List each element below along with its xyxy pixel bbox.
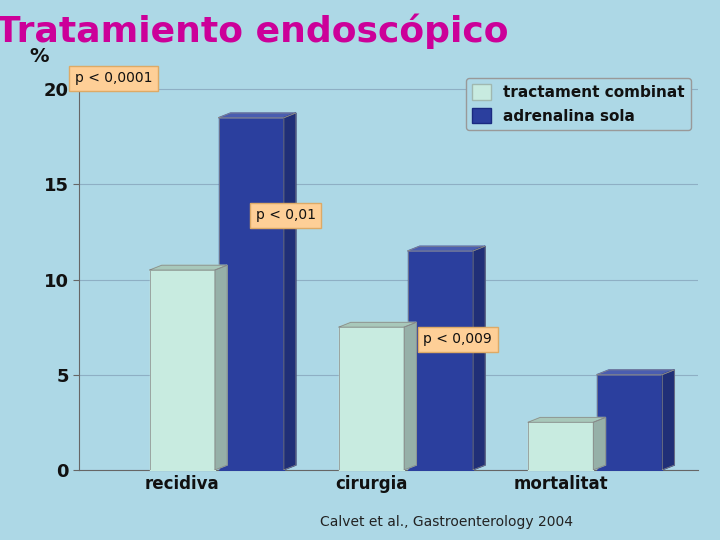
Text: p < 0,01: p < 0,01	[256, 208, 315, 222]
Legend: tractament combinat, adrenalina sola: tractament combinat, adrenalina sola	[467, 78, 690, 130]
Text: p < 0,009: p < 0,009	[423, 332, 492, 346]
Polygon shape	[339, 322, 416, 327]
Text: p < 0,0001: p < 0,0001	[75, 71, 153, 85]
Polygon shape	[473, 246, 485, 470]
Polygon shape	[150, 265, 227, 270]
Text: Tratamiento endoscópico: Tratamiento endoscópico	[0, 13, 508, 49]
Polygon shape	[597, 370, 675, 375]
Polygon shape	[662, 370, 675, 470]
Polygon shape	[405, 322, 416, 470]
Text: %: %	[30, 47, 49, 66]
Text: Calvet et al., Gastroenterology 2004: Calvet et al., Gastroenterology 2004	[320, 515, 573, 529]
Polygon shape	[528, 417, 606, 422]
Polygon shape	[284, 113, 296, 470]
Polygon shape	[593, 417, 606, 470]
Polygon shape	[215, 265, 227, 470]
Polygon shape	[219, 113, 296, 118]
Polygon shape	[408, 246, 485, 251]
